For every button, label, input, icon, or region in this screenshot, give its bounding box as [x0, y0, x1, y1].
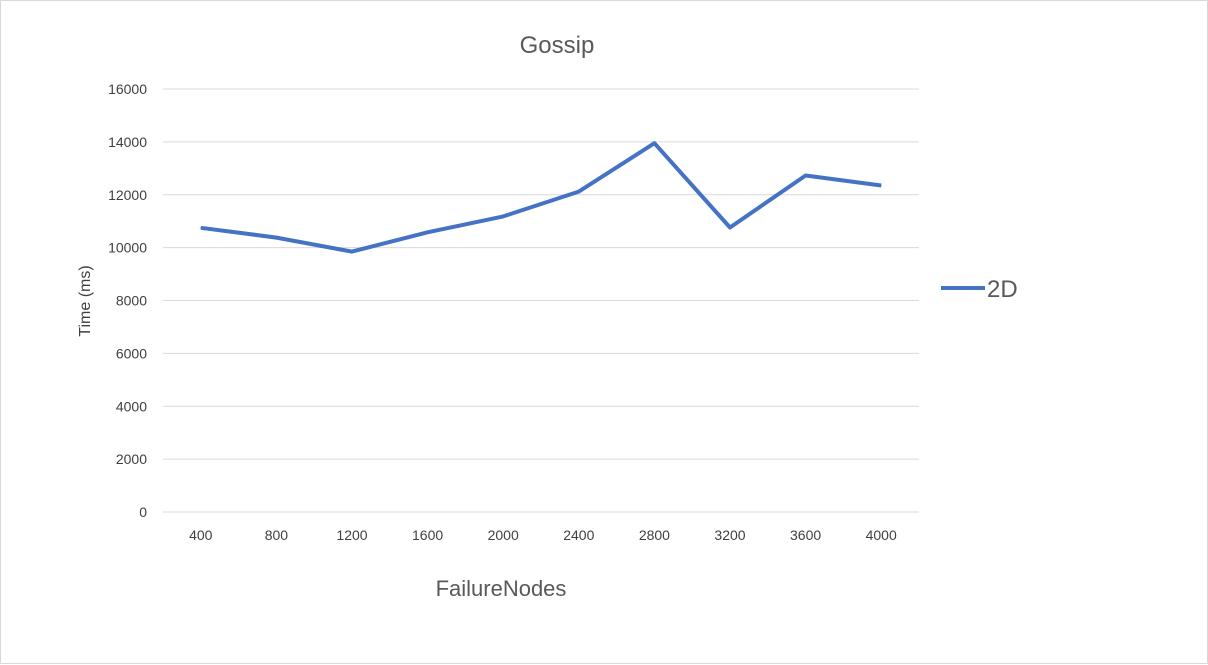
x-tick-label: 3600 — [790, 527, 821, 543]
data-point — [578, 191, 580, 193]
data-point — [502, 215, 504, 217]
data-point — [880, 184, 882, 186]
series-line-2d — [200, 141, 882, 254]
x-tick-label: 1200 — [336, 527, 367, 543]
y-tick-label: 6000 — [116, 345, 147, 361]
y-tick-label: 0 — [139, 504, 147, 520]
gridlines — [163, 88, 919, 513]
x-tick-label: 4000 — [866, 527, 897, 543]
x-axis-ticks: 400 800 1200 1600 2000 2400 2800 3200 3600 4000 — [189, 527, 897, 543]
y-tick-label: 10000 — [108, 240, 147, 256]
x-tick-label: 2800 — [639, 527, 670, 543]
data-point — [275, 237, 277, 239]
data-point — [729, 227, 731, 229]
y-axis-ticks: 0 2000 4000 6000 8000 10000 12000 14000 16000 — [108, 81, 147, 520]
x-tick-label: 2000 — [488, 527, 519, 543]
x-tick-label: 1600 — [412, 527, 443, 543]
y-tick-label: 16000 — [108, 81, 147, 97]
x-tick-label: 3200 — [714, 527, 745, 543]
x-tick-label: 400 — [189, 527, 213, 543]
y-tick-label: 2000 — [116, 451, 147, 467]
x-tick-label: 800 — [265, 527, 289, 543]
data-point — [427, 231, 429, 233]
x-axis-title: FailureNodes — [436, 576, 567, 601]
data-point — [805, 174, 807, 176]
y-tick-label: 12000 — [108, 187, 147, 203]
x-tick-label: 2400 — [563, 527, 594, 543]
y-tick-label: 4000 — [116, 398, 147, 414]
y-tick-label: 8000 — [116, 293, 147, 309]
chart-title: Gossip — [520, 32, 595, 59]
y-axis-title: Time (ms) — [77, 265, 94, 336]
data-point — [653, 142, 655, 144]
legend: 2D — [941, 276, 1018, 303]
legend-label-2d: 2D — [987, 276, 1018, 303]
series-group — [200, 141, 882, 254]
y-tick-label: 14000 — [108, 134, 147, 150]
data-point — [351, 251, 353, 253]
data-point — [200, 227, 202, 229]
